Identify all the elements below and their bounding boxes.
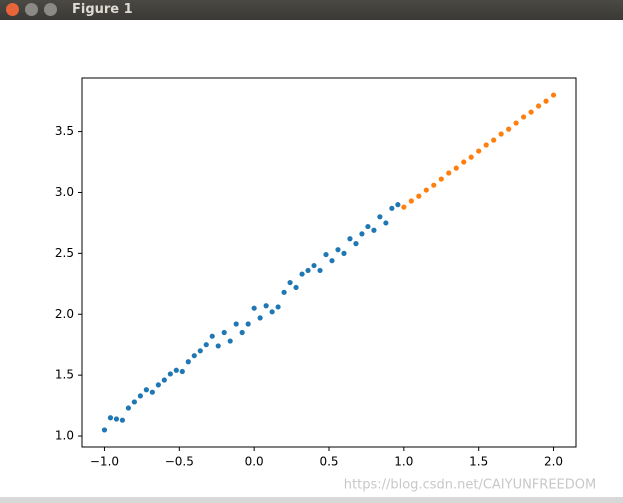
point [550, 92, 557, 98]
x-tick-label: 0.0 [245, 455, 264, 469]
point [395, 202, 401, 208]
point [461, 159, 467, 165]
y-tick-label: 2.0 [55, 307, 74, 321]
point [239, 329, 245, 336]
point [287, 279, 293, 286]
point [281, 289, 287, 295]
y-tick-label: 1.0 [55, 429, 74, 443]
point [476, 148, 482, 154]
point [179, 368, 185, 375]
point [365, 223, 371, 230]
point [215, 343, 221, 349]
point [197, 348, 203, 354]
point [119, 417, 126, 423]
point [347, 236, 353, 242]
point [209, 333, 215, 339]
point [335, 247, 341, 253]
y-tick-label: 2.5 [55, 246, 74, 260]
title-bar: Figure 1 [0, 0, 623, 20]
point [401, 204, 407, 210]
maximize-button[interactable] [44, 3, 57, 16]
point [483, 142, 489, 148]
point [506, 126, 512, 132]
point [275, 304, 281, 310]
point [377, 214, 383, 220]
chart: https://blog.csdn.net/CAIYUNFREEDOM −1.0… [55, 77, 596, 493]
watermark: https://blog.csdn.net/CAIYUNFREEDOM [344, 478, 596, 493]
point [521, 114, 527, 120]
y-tick-label: 3.0 [55, 185, 74, 199]
point [513, 120, 519, 126]
point [191, 353, 197, 359]
point [305, 267, 311, 274]
x-tick-label: 2.0 [544, 455, 563, 469]
point [107, 415, 114, 421]
point [317, 267, 323, 274]
point [125, 405, 132, 411]
point [323, 251, 329, 258]
point [543, 98, 549, 104]
point [389, 205, 395, 211]
point [293, 284, 299, 291]
point [329, 258, 335, 264]
point [408, 198, 414, 204]
bottom-edge [0, 497, 623, 503]
point [167, 371, 173, 377]
minimize-button[interactable] [25, 3, 38, 16]
x-tick-label: 0.5 [319, 455, 338, 469]
point [263, 303, 269, 309]
point [423, 187, 429, 193]
point [257, 315, 263, 321]
point [143, 387, 149, 393]
x-tick-label: 1.5 [469, 455, 488, 469]
point [468, 154, 474, 160]
point [269, 309, 275, 315]
y-tick-label: 3.5 [55, 124, 74, 138]
close-button[interactable] [6, 3, 19, 16]
x-tick-label: −0.5 [165, 455, 194, 469]
y-tick-label: 1.5 [55, 368, 74, 382]
window-title: Figure 1 [72, 2, 133, 17]
point [113, 416, 120, 422]
point [371, 227, 377, 233]
point [185, 359, 191, 365]
point [233, 321, 239, 327]
point [341, 250, 347, 256]
point [311, 262, 317, 269]
point [251, 305, 257, 311]
point [528, 109, 534, 115]
point [227, 338, 233, 344]
point [173, 367, 179, 373]
point [353, 241, 359, 247]
point [491, 137, 497, 143]
point [137, 393, 143, 399]
point [446, 170, 452, 176]
point [498, 131, 504, 137]
x-tick-label: 1.0 [394, 455, 413, 469]
point [535, 103, 542, 109]
point [203, 342, 209, 348]
point [453, 165, 459, 171]
point [299, 271, 305, 277]
x-tick-label: −1.0 [90, 455, 119, 469]
point [149, 389, 155, 395]
point [438, 176, 444, 182]
point [245, 321, 251, 327]
point [416, 193, 422, 199]
point [431, 182, 437, 188]
point [101, 427, 108, 433]
point [359, 231, 365, 237]
point [161, 377, 167, 383]
point [221, 329, 227, 336]
point [155, 382, 161, 388]
point [383, 220, 389, 226]
point [131, 399, 137, 405]
